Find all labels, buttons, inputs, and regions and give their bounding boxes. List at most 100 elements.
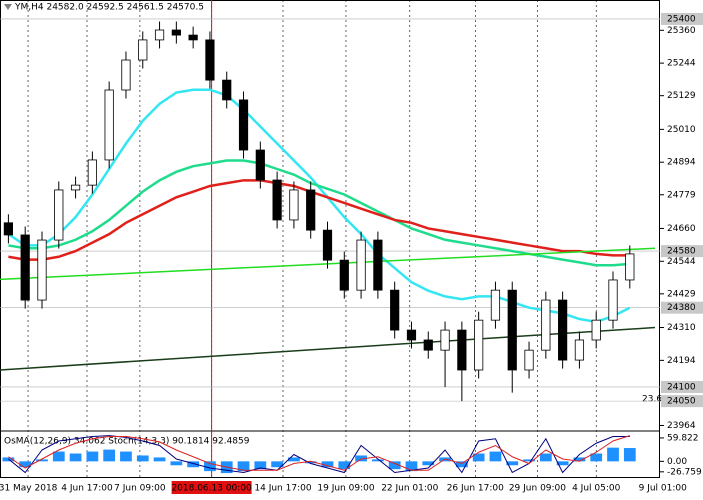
price-level-label: 25400	[667, 14, 696, 24]
osma-bar	[321, 461, 334, 468]
price-level-label: 24380	[667, 303, 696, 313]
candle-body	[373, 239, 383, 291]
y-tick-label: 25244	[667, 59, 696, 69]
x-tick-label: 14 Jun 17:00	[254, 484, 311, 494]
y-tick-label: 25129	[667, 91, 696, 101]
candle-body	[272, 179, 282, 221]
osma-bar	[136, 455, 149, 462]
candle-body	[87, 159, 97, 186]
x-tick-label: 22 Jun 01:00	[381, 484, 438, 494]
osma-bar	[36, 459, 48, 462]
candle-body	[37, 239, 47, 301]
osma-bar	[271, 461, 283, 468]
x-tick-label: 31 May 2018	[0, 484, 58, 494]
osma-bar	[19, 461, 32, 468]
osma-bar	[607, 447, 619, 462]
moving-average	[8, 179, 630, 261]
volume-label: 23.6	[642, 395, 662, 405]
y-tick-label: 24660	[667, 224, 696, 234]
y-tick-label: 24544	[667, 257, 696, 267]
candle-body	[3, 222, 13, 236]
x-tick-label: 19 Jun 09:00	[317, 484, 374, 494]
candle-body	[54, 189, 64, 241]
y-tick-label: 24194	[667, 356, 696, 366]
osma-bar	[573, 457, 586, 462]
osma-bar	[388, 461, 401, 470]
osma-bar	[153, 457, 166, 462]
candle-body	[238, 99, 249, 151]
candle-body	[70, 184, 81, 191]
y-tick-label: 25010	[667, 125, 696, 135]
osma-bar	[455, 461, 468, 468]
price-level-label: 24100	[667, 382, 696, 392]
x-tick-label: 4 Jun 17:00	[61, 484, 113, 494]
marker-label-bg	[171, 481, 252, 494]
candle-body	[558, 299, 568, 361]
price-level-bg	[661, 301, 703, 314]
osma-bar	[237, 461, 250, 472]
candle-body	[625, 253, 635, 281]
moving-average	[7, 88, 631, 324]
chart-title: YM,H4 24582.0 24592.5 24561.5 24570.5	[14, 3, 204, 13]
y-tick-label: 23964	[667, 421, 696, 431]
candle-body	[205, 39, 215, 81]
indicator-tick-label: 59.822	[667, 433, 699, 443]
indicator-tick-label: 0.00	[667, 457, 687, 467]
osma-bar	[120, 451, 132, 462]
x-tick-label: 7 Jun 09:00	[114, 484, 166, 494]
osma-bar	[355, 455, 367, 462]
x-tick-label: 9 Jul 01:00	[639, 484, 688, 494]
candle-body	[474, 319, 484, 371]
candle-body	[574, 339, 585, 361]
candle-body	[457, 329, 467, 371]
osma-bar	[69, 453, 82, 462]
osma-bar	[372, 459, 384, 462]
osma-bar	[590, 453, 603, 462]
osma-bar	[304, 461, 317, 464]
candle-body	[222, 79, 232, 101]
candle-body	[608, 279, 618, 321]
osma-bar	[422, 461, 435, 466]
candle-body	[524, 349, 534, 371]
candle-body	[104, 89, 114, 161]
y-tick-label: 24894	[667, 158, 696, 168]
candle-body	[406, 329, 417, 341]
stoch-main	[8, 435, 630, 474]
x-tick-label: 2018.06.13 00:00	[171, 484, 252, 494]
osma-bar	[506, 461, 519, 466]
x-tick-label: 4 Jul 05:00	[572, 484, 621, 494]
osma-bar	[86, 451, 99, 462]
candle-body	[339, 259, 349, 291]
candle-body	[154, 29, 165, 41]
candle-body	[121, 59, 131, 91]
osma-bar	[556, 461, 569, 466]
price-level-label: 24580	[667, 247, 696, 257]
osma-bar	[103, 449, 116, 462]
candle-body	[591, 319, 601, 341]
osma-bar	[254, 461, 267, 470]
osma-bar	[523, 459, 535, 462]
indicator-tick-label: -26.759	[667, 467, 702, 477]
candle-body	[20, 234, 30, 301]
candle-body	[490, 289, 501, 321]
indicator-title: OsMA(12,26,9) 34.062 Stoch(14,3,3) 90.18…	[4, 437, 250, 447]
stoch-signal	[8, 435, 630, 471]
osma-bar	[204, 461, 216, 472]
price-level-bg	[661, 395, 703, 408]
price-level-bg	[661, 380, 703, 393]
candle-body	[507, 289, 517, 371]
price-level-bg	[661, 245, 703, 258]
candle-body	[306, 189, 316, 231]
candle-body	[171, 29, 181, 36]
osma-bar	[489, 451, 502, 462]
x-tick-label: 26 Jun 17:00	[447, 484, 504, 494]
candle-body	[356, 239, 366, 291]
osma-bar	[405, 461, 418, 472]
y-tick-label: 24429	[667, 289, 696, 299]
osma-bar	[187, 461, 200, 468]
osma-bar	[539, 453, 552, 462]
candle-body	[440, 329, 450, 351]
y-tick-label: 25360	[667, 26, 696, 36]
